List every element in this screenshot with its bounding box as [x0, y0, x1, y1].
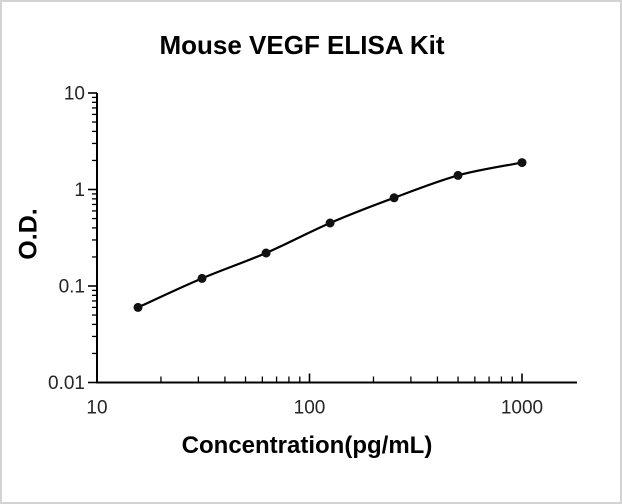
x-tick-label: 10: [86, 398, 107, 419]
data-point-marker: [453, 170, 463, 180]
x-axis-ticks: [96, 373, 523, 383]
data-point-marker: [197, 273, 207, 283]
axes: [96, 93, 577, 384]
series-line: [137, 161, 523, 309]
y-tick-label: 0.1: [59, 277, 85, 298]
y-axis-ticks: [88, 92, 97, 384]
y-tick-labels: 10 1 0.1 0.01: [48, 84, 85, 395]
y-tick-label: 0.01: [48, 373, 85, 394]
x-tick-label: 100: [294, 398, 326, 419]
data-point-marker: [389, 193, 399, 203]
x-axis-title: Concentration(pg/mL): [181, 432, 433, 459]
data-point-marker: [133, 302, 143, 312]
data-point-marker: [261, 248, 271, 258]
data-point-marker: [517, 158, 527, 168]
data-point-marker: [325, 218, 335, 228]
chart-title: Mouse VEGF ELISA Kit: [159, 30, 445, 60]
y-tick-label: 1: [74, 180, 85, 201]
x-tick-label: 1000: [501, 398, 543, 419]
series-standard-curve: [133, 158, 527, 312]
y-tick-label: 10: [64, 84, 85, 105]
x-tick-labels: 10 100 1000: [86, 398, 543, 419]
